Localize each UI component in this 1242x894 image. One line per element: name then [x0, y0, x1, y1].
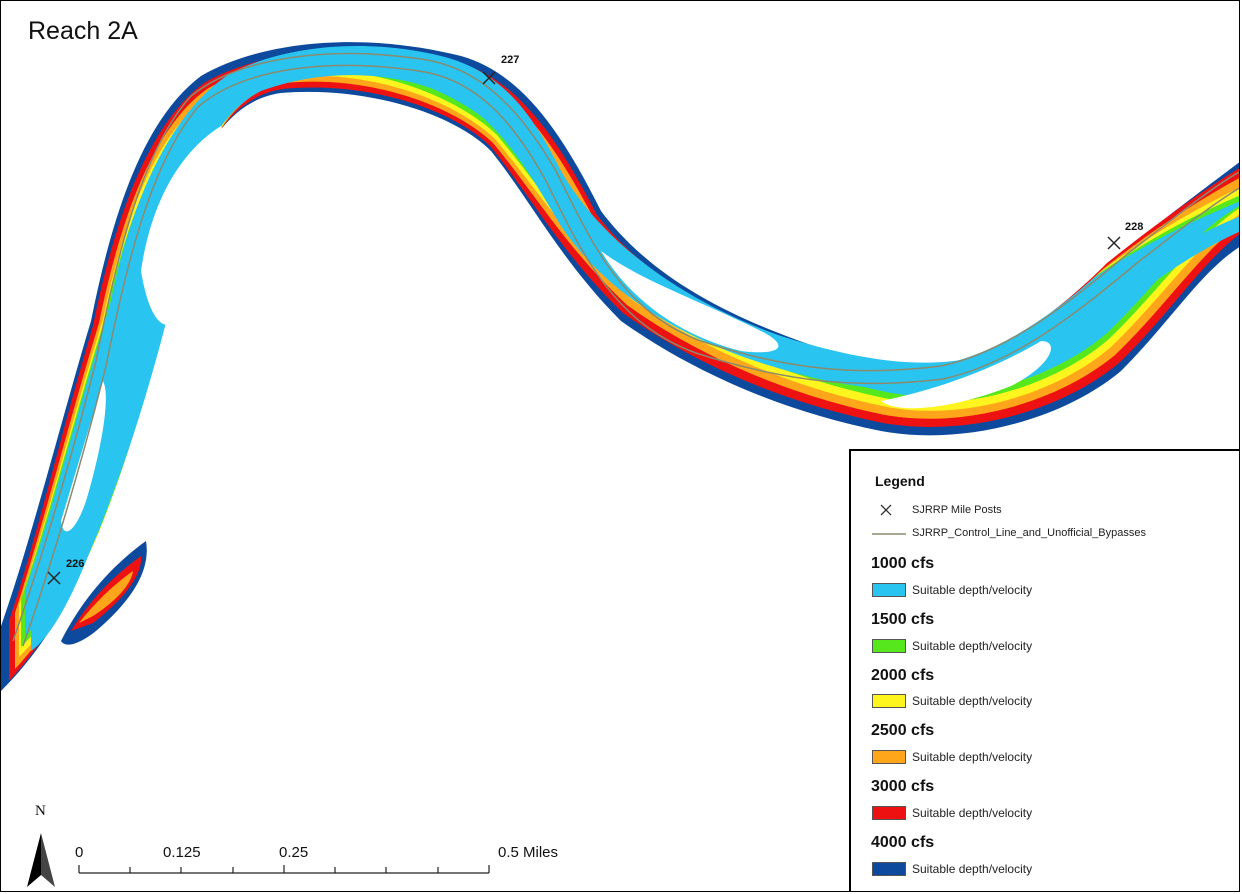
legend-flow-label: 3000 cfs: [871, 778, 935, 795]
habitat-1000cfs: [25, 63, 1239, 637]
legend-swatch-label: Suitable depth/velocity: [912, 806, 1033, 820]
scale-bar: [78, 865, 490, 874]
legend-swatch-label: Suitable depth/velocity: [912, 750, 1033, 764]
legend-control-line-label: SJRRP_Control_Line_and_Unofficial_Bypass…: [912, 527, 1146, 539]
control-line: [12, 52, 1239, 642]
scale-label: 0.5 Miles: [498, 844, 559, 861]
legend-mile-posts-label: SJRRP Mile Posts: [912, 504, 1002, 516]
legend-swatch: [872, 862, 906, 876]
legend-flow-label: 4000 cfs: [871, 834, 935, 851]
scale-label: 0.125: [163, 844, 201, 861]
map-title: Reach 2A: [28, 17, 138, 45]
legend-flow-label: 1000 cfs: [871, 555, 935, 572]
legend-flow-label: 2000 cfs: [871, 667, 935, 684]
island: [141, 126, 227, 325]
legend-swatch: [872, 806, 906, 820]
mile-post-226: [47, 571, 61, 585]
control-line: [22, 64, 1239, 647]
island: [601, 251, 779, 353]
legend-title: Legend: [875, 473, 925, 489]
north-arrow-icon: [27, 833, 55, 887]
mile-post-228: [1107, 236, 1121, 250]
legend-swatch-label: Suitable depth/velocity: [912, 639, 1033, 653]
legend-swatch: [872, 750, 906, 764]
mile-post-label: 226: [66, 558, 85, 570]
mile-post-227: [482, 71, 496, 85]
habitat-patch: [79, 571, 133, 623]
north-label: N: [35, 803, 46, 819]
legend-swatch: [872, 694, 906, 708]
mile-post-label: 227: [501, 54, 520, 66]
legend-swatch-label: Suitable depth/velocity: [912, 694, 1033, 708]
legend-flow-label: 2500 cfs: [871, 722, 935, 739]
scale-label: 0.25: [279, 844, 309, 861]
control-line-icon: [872, 533, 906, 535]
scale-label: 0: [75, 844, 84, 861]
mile-post-label: 228: [1125, 221, 1144, 233]
mile-post-icon: [880, 504, 892, 516]
legend-swatch-label: Suitable depth/velocity: [912, 862, 1033, 876]
legend-swatch-label: Suitable depth/velocity: [912, 583, 1033, 597]
legend-swatch: [872, 583, 906, 597]
legend-flow-label: 1500 cfs: [871, 611, 935, 628]
legend-panel: Legend SJRRP Mile Posts SJRRP_Control_Li…: [849, 449, 1239, 891]
legend-swatch: [872, 639, 906, 653]
island: [881, 341, 1051, 409]
